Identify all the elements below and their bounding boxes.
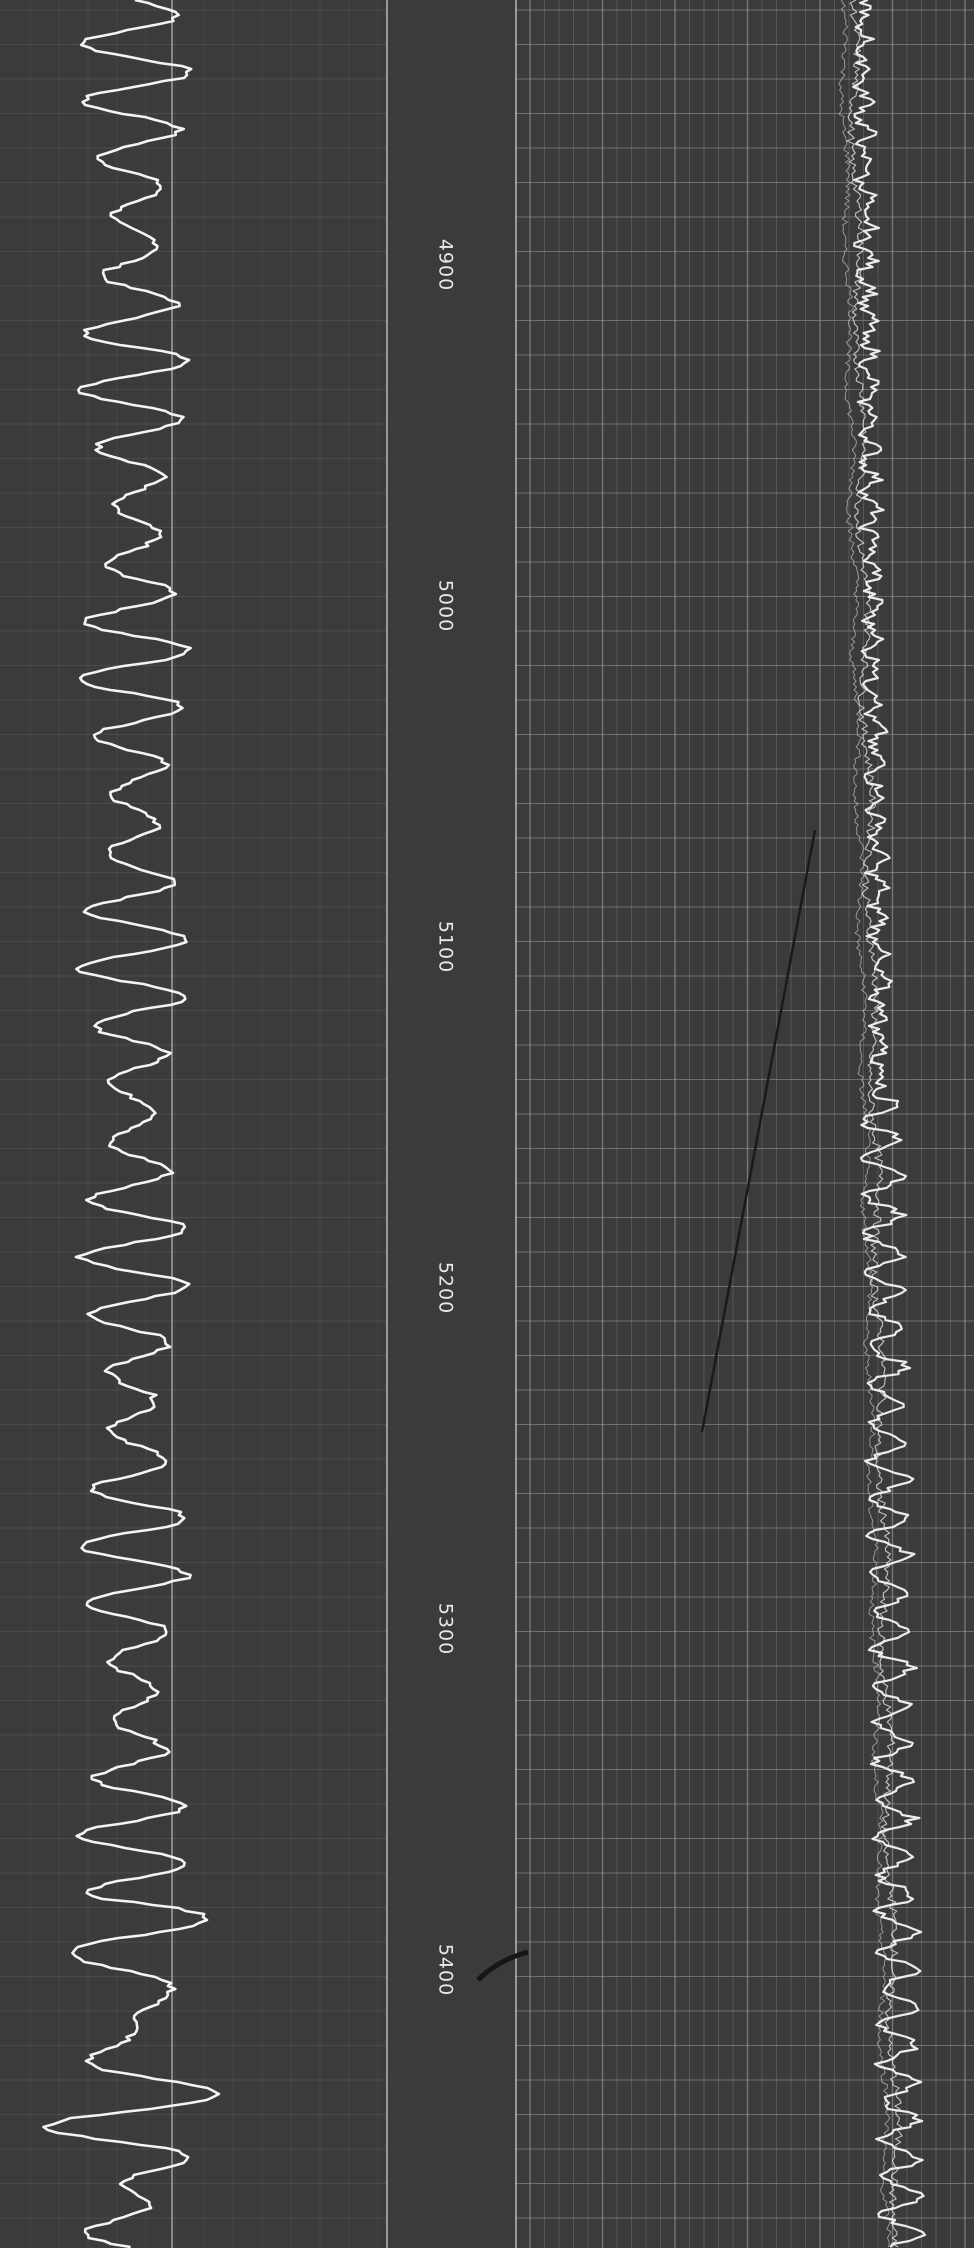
pen-mark <box>700 829 817 1433</box>
scale-label: 5100 <box>435 921 457 973</box>
scale-label: 5200 <box>435 1262 457 1314</box>
scale-label: 5400 <box>435 1944 457 1996</box>
scale-label: 5300 <box>435 1603 457 1655</box>
smudge <box>476 1949 529 1982</box>
spectrum-trace <box>852 0 927 2248</box>
scale-labels: 4900 5000 5100 5200 5300 5400 <box>435 239 457 1996</box>
traces <box>42 0 927 2248</box>
scale-label: 5000 <box>435 580 457 632</box>
spectrum-trace <box>42 0 221 2248</box>
spectrum-trace <box>838 0 892 2248</box>
scale-label: 4900 <box>435 239 457 291</box>
spectrum-trace <box>846 0 903 2248</box>
